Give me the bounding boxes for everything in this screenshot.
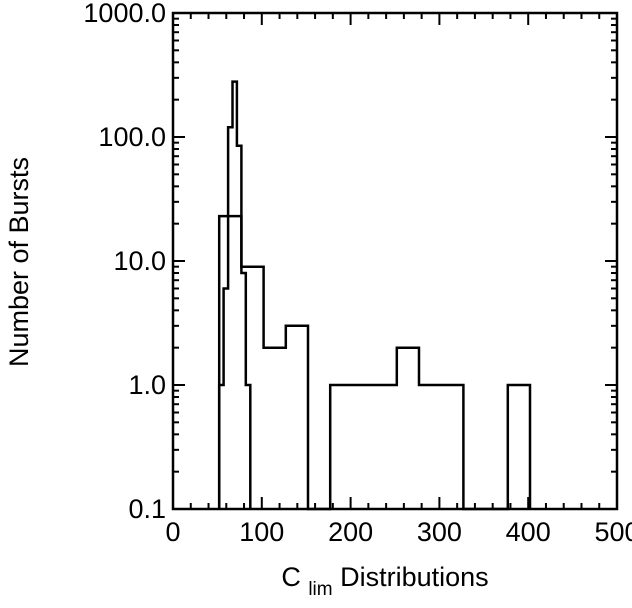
x-tick-label: 500 <box>594 517 632 547</box>
y-tick-label: 100.0 <box>98 122 166 152</box>
x-tick-label: 400 <box>506 517 551 547</box>
y-tick-label: 0.1 <box>128 494 166 524</box>
x-axis-title-rest: Distributions <box>340 562 489 592</box>
x-tick-label: 300 <box>417 517 462 547</box>
x-axis-title-subscript: lim <box>308 579 332 600</box>
x-tick-label: 100 <box>239 517 284 547</box>
x-tick-label: 200 <box>328 517 373 547</box>
y-axis-title: Number of Bursts <box>4 157 34 367</box>
plot-frame <box>171 11 619 511</box>
y-tick-label: 1000.0 <box>83 0 166 28</box>
x-tick-label: 0 <box>165 517 180 547</box>
x-axis-title-main: C <box>281 562 301 592</box>
tick-marks-group <box>172 12 618 510</box>
histogram-series-1 <box>217 80 252 509</box>
tick-labels-group: 0 100 200 300 400 500 0.1 1.0 10.0 100.0 1000.0 <box>83 0 632 547</box>
plot-frame-group <box>171 11 619 511</box>
series-group <box>217 80 532 511</box>
y-tick-label: 1.0 <box>128 370 166 400</box>
x-axis-title: C lim Distributions <box>281 562 488 601</box>
histogram-series-2 <box>217 214 532 511</box>
y-tick-label: 10.0 <box>113 246 166 276</box>
